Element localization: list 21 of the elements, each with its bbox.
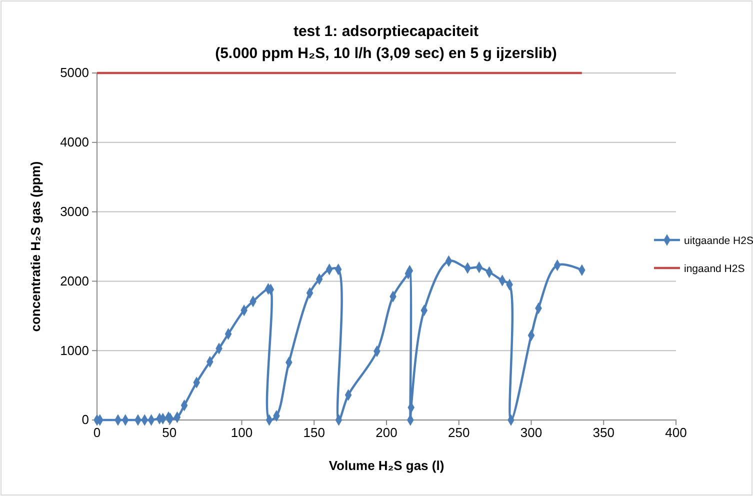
y-tick-label: 3000 [60, 204, 89, 219]
y-tick-label: 4000 [60, 134, 89, 150]
x-tick-label: 250 [448, 425, 470, 440]
chart-title: test 1: adsorptiecapaciteit [293, 23, 479, 40]
x-axis-title: Volume H₂S gas (l) [328, 458, 444, 473]
x-tick-label: 350 [592, 425, 614, 440]
x-tick-label: 400 [665, 425, 687, 440]
x-tick-label: 50 [162, 425, 177, 440]
y-axis-title: concentratie H₂S gas (ppm) [28, 161, 43, 332]
y-tick-label: 1000 [60, 342, 89, 358]
legend-label: uitgaande H2S [684, 235, 753, 247]
y-tick-label: 0 [82, 412, 89, 428]
y-tick-label: 2000 [60, 273, 89, 288]
x-tick-label: 200 [376, 425, 398, 440]
y-tick-label: 5000 [60, 65, 89, 80]
x-tick-label: 300 [520, 425, 542, 440]
x-tick-label: 0 [93, 425, 101, 440]
x-tick-label: 150 [303, 425, 325, 440]
legend-label: ingaand H2S [684, 263, 745, 275]
x-tick-label: 100 [230, 425, 253, 440]
chart-subtitle: (5.000 ppm H₂S, 10 l/h (3,09 sec) en 5 g ijzerslib) [215, 45, 557, 62]
